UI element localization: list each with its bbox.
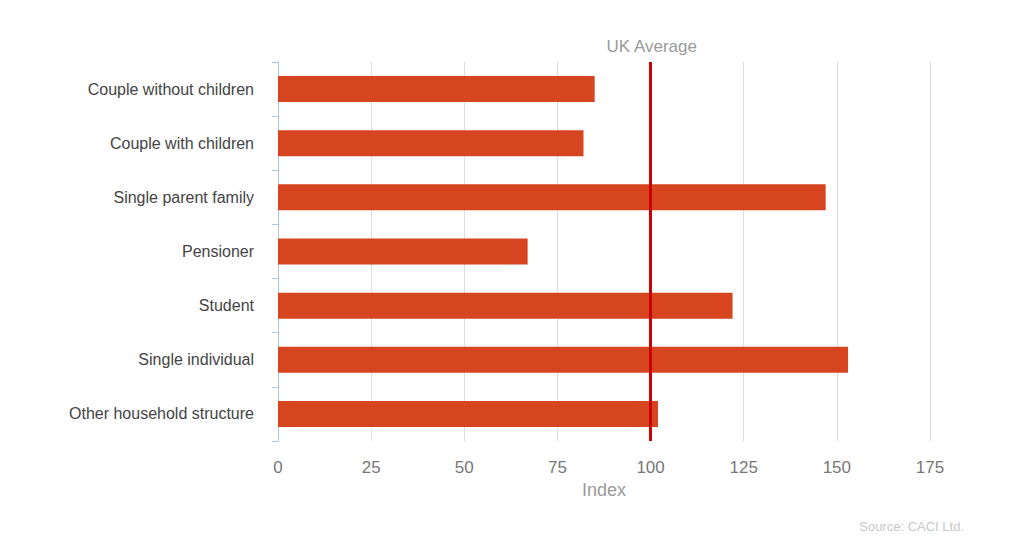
svg-text:25: 25 <box>362 458 381 477</box>
svg-text:100: 100 <box>636 458 664 477</box>
svg-text:175: 175 <box>916 458 944 477</box>
svg-text:Pensioner: Pensioner <box>182 243 255 260</box>
svg-text:50: 50 <box>455 458 474 477</box>
svg-text:Single individual: Single individual <box>138 351 254 368</box>
svg-text:75: 75 <box>548 458 567 477</box>
svg-text:Student: Student <box>199 297 255 314</box>
svg-text:Source: CACI Ltd.: Source: CACI Ltd. <box>859 519 964 534</box>
svg-text:Single parent family: Single parent family <box>113 189 254 206</box>
svg-text:125: 125 <box>730 458 758 477</box>
svg-text:0: 0 <box>273 458 282 477</box>
svg-text:UK Average: UK Average <box>607 37 697 56</box>
svg-text:Couple with children: Couple with children <box>110 135 254 152</box>
svg-text:150: 150 <box>823 458 851 477</box>
svg-text:Other household structure: Other household structure <box>69 405 254 422</box>
svg-text:Index: Index <box>582 480 626 500</box>
svg-text:Couple without children: Couple without children <box>88 81 254 98</box>
